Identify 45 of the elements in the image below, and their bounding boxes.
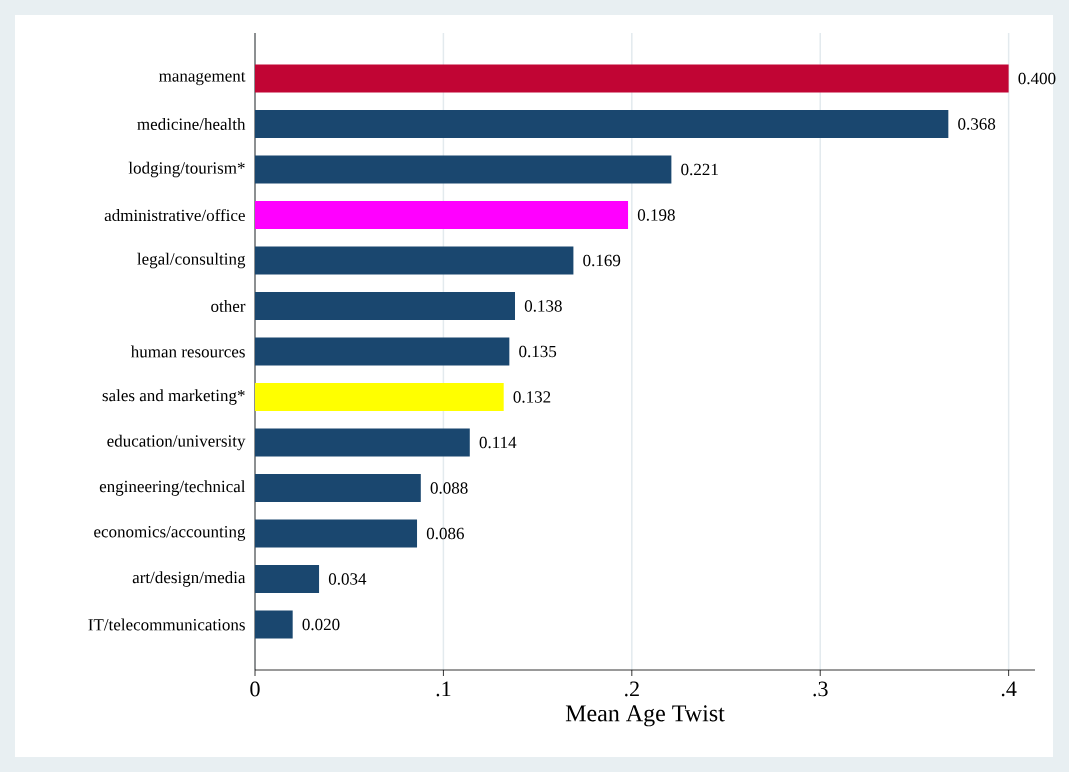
data-label: 0.114 bbox=[479, 436, 517, 449]
bar bbox=[255, 246, 574, 275]
data-label: 0.400 bbox=[1018, 72, 1056, 85]
x-tick-label: .3 bbox=[813, 681, 828, 697]
bar bbox=[255, 64, 1009, 93]
bar bbox=[255, 428, 470, 457]
bar bbox=[255, 292, 515, 321]
y-tick-label: medicine/health bbox=[137, 118, 246, 130]
data-label: 0.034 bbox=[328, 573, 367, 585]
bar bbox=[255, 110, 949, 139]
data-label: 0.368 bbox=[958, 118, 996, 130]
y-tick-label: education/university bbox=[107, 434, 246, 451]
bar bbox=[255, 201, 629, 230]
bar bbox=[255, 519, 418, 548]
bar bbox=[255, 337, 510, 366]
data-label: 0.138 bbox=[524, 300, 562, 312]
y-tick-label: engineering/technical bbox=[99, 480, 246, 496]
x-axis-title: Mean Age Twist bbox=[565, 705, 725, 727]
bar bbox=[255, 383, 504, 412]
y-tick-label: economics/accounting bbox=[94, 526, 246, 541]
y-tick-label: legal/consulting bbox=[137, 252, 246, 269]
y-tick-label: art/design/media bbox=[132, 571, 246, 587]
y-tick-label: management bbox=[158, 71, 246, 86]
bar bbox=[255, 474, 421, 503]
data-label: 0.169 bbox=[583, 254, 621, 267]
x-tick-label: 0 bbox=[250, 681, 260, 697]
y-tick-label: sales and marketing* bbox=[102, 389, 245, 405]
data-label: 0.088 bbox=[430, 482, 468, 494]
data-label: 0.198 bbox=[637, 209, 675, 221]
y-tick-label: other bbox=[211, 300, 246, 312]
data-label: 0.132 bbox=[513, 391, 551, 403]
data-label: 0.221 bbox=[681, 163, 718, 176]
bar bbox=[255, 155, 672, 184]
bar bbox=[255, 610, 293, 639]
data-label: 0.020 bbox=[302, 618, 340, 631]
y-tick-label: lodging/tourism* bbox=[128, 161, 245, 178]
data-label: 0.135 bbox=[519, 345, 557, 358]
x-tick-label: .4 bbox=[1001, 681, 1017, 697]
y-tick-label: IT/telecommunications bbox=[88, 618, 245, 631]
bar bbox=[255, 565, 320, 594]
y-tick-label: administrative/office bbox=[104, 208, 245, 222]
data-label: 0.086 bbox=[426, 527, 464, 540]
x-tick-label: .1 bbox=[436, 681, 451, 697]
x-tick-label: .2 bbox=[625, 681, 639, 697]
y-tick-label: human resources bbox=[130, 345, 245, 358]
